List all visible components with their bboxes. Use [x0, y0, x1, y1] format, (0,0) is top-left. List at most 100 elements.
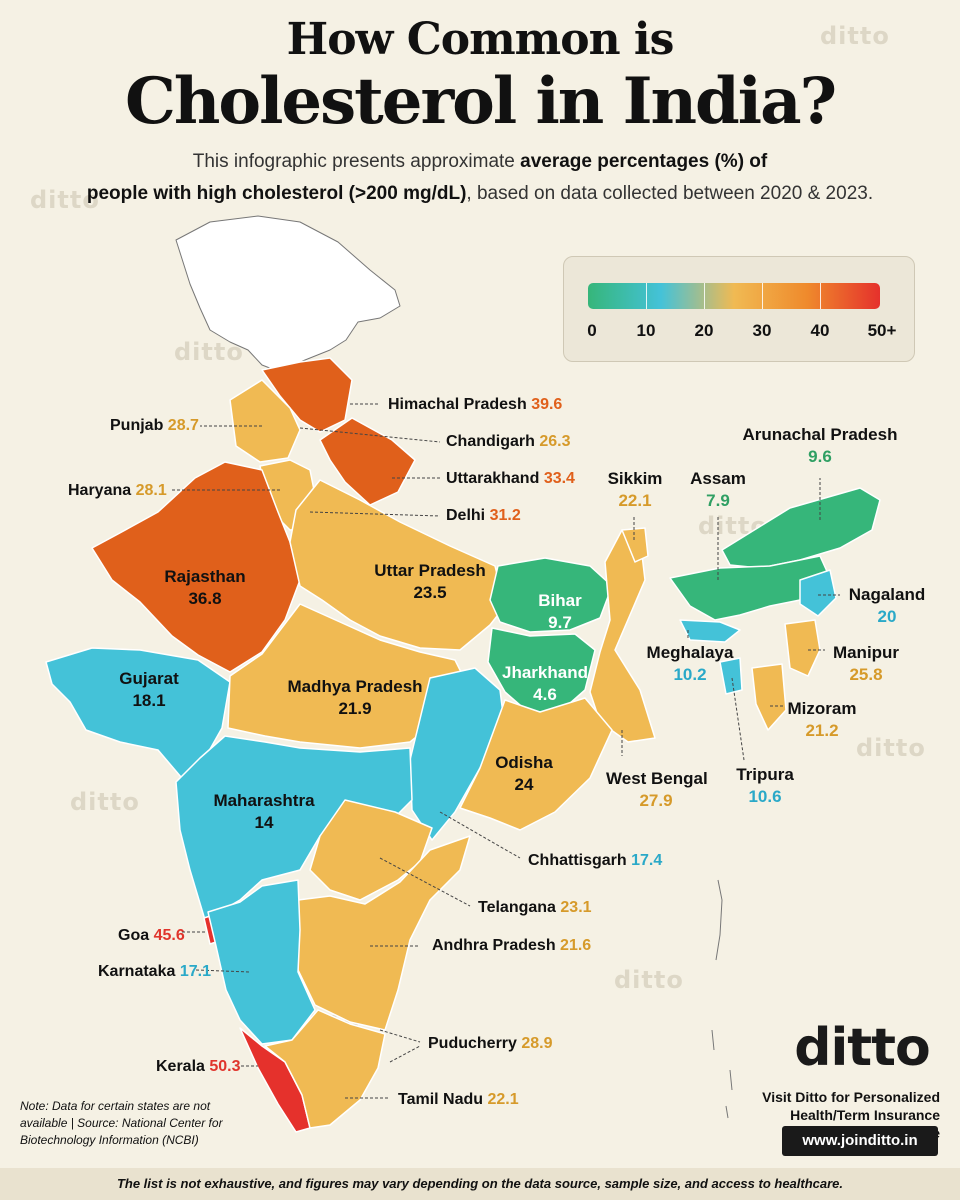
- region-odisha: [459, 697, 613, 831]
- state-name: Gujarat: [119, 669, 179, 688]
- label-uttar-pradesh: Uttar Pradesh 23.5: [360, 560, 500, 604]
- subtitle-post: , based on data collected between 2020 &…: [466, 183, 874, 204]
- label-karnataka: Karnataka 17.1: [98, 962, 211, 982]
- state-name: Nagaland: [848, 585, 926, 604]
- leader-chhattisgarh: [439, 811, 521, 859]
- region-nagaland: [799, 569, 837, 617]
- state-value: 9.7: [548, 613, 572, 632]
- legend-gradient: [588, 283, 880, 309]
- state-value: 7.9: [706, 491, 730, 510]
- state-name: West Bengal: [606, 769, 708, 788]
- state-name: Uttarakhand: [446, 470, 540, 487]
- legend-tick-label: 10: [636, 321, 656, 340]
- state-value: 17.4: [631, 852, 663, 869]
- label-mizoram: Mizoram 21.2: [786, 698, 858, 742]
- region-west-bengal: [589, 529, 656, 743]
- source-note: Note: Data for certain states are not av…: [20, 1099, 223, 1147]
- label-puducherry: Puducherry 28.9: [428, 1034, 553, 1054]
- region-punjab: [229, 379, 301, 463]
- state-name: Puducherry: [428, 1035, 517, 1052]
- label-delhi: Delhi 31.2: [446, 506, 521, 526]
- state-value: 23.1: [560, 899, 592, 916]
- region-tripura: [719, 657, 743, 695]
- legend-tick-label: 50+: [867, 321, 897, 340]
- state-value: 10.2: [673, 665, 707, 684]
- state-name: Karnataka: [98, 963, 176, 980]
- region-jammu-kashmir: [175, 215, 401, 373]
- region-sikkim: [621, 527, 649, 563]
- label-tamil-nadu: Tamil Nadu 22.1: [398, 1090, 519, 1110]
- ditto-logo: ditto: [794, 1018, 931, 1078]
- state-name: Arunachal Pradesh: [742, 425, 898, 444]
- watermark: ditto: [856, 734, 926, 762]
- color-legend: 0 10 20 30 40 50+: [563, 256, 915, 362]
- state-name: Himachal Pradesh: [388, 396, 527, 413]
- leader-puducherry: [379, 1029, 421, 1063]
- legend-divider: [704, 283, 705, 309]
- leader-karnataka: [195, 969, 251, 973]
- label-tripura: Tripura 10.6: [730, 764, 800, 808]
- region-bihar: [489, 557, 613, 633]
- watermark: ditto: [614, 966, 684, 994]
- region-andaman-islands: [711, 879, 733, 1119]
- state-value: 20: [877, 607, 897, 626]
- label-chhattisgarh: Chhattisgarh 17.4: [528, 851, 662, 871]
- legend-divider: [820, 283, 821, 309]
- state-value: 21.6: [560, 937, 592, 954]
- state-value: 27.9: [639, 791, 673, 810]
- region-uttarakhand: [319, 417, 416, 506]
- state-value: 36.8: [188, 589, 222, 608]
- state-name: Kerala: [156, 1058, 205, 1075]
- legend-tick-label: 20: [694, 321, 714, 340]
- label-andhra-pradesh: Andhra Pradesh 21.6: [432, 936, 591, 956]
- state-value: 18.1: [132, 691, 166, 710]
- state-value: 23.5: [413, 583, 447, 602]
- label-meghalaya: Meghalaya 10.2: [640, 642, 740, 686]
- state-name: Rajasthan: [164, 567, 246, 586]
- state-name: Assam: [690, 469, 746, 488]
- label-west-bengal: West Bengal 27.9: [606, 768, 708, 812]
- state-value: 22.1: [487, 1091, 519, 1108]
- state-value: 22.1: [618, 491, 652, 510]
- subtitle-bold-2: people with high cholesterol (>200 mg/dL…: [86, 183, 467, 204]
- legend-divider: [646, 283, 647, 309]
- region-meghalaya: [679, 619, 741, 643]
- label-goa: Goa 45.6: [118, 926, 185, 946]
- region-andhra-pradesh: [297, 835, 471, 1031]
- state-name: Telangana: [478, 899, 556, 916]
- state-value: 33.4: [543, 470, 575, 487]
- region-manipur: [784, 619, 821, 677]
- state-name: Tamil Nadu: [398, 1091, 484, 1108]
- title-line-1: How Common is: [286, 14, 675, 65]
- label-maharashtra: Maharashtra 14: [204, 790, 324, 834]
- state-name: Sikkim: [607, 469, 663, 488]
- legend-divider: [762, 283, 763, 309]
- region-mizoram: [751, 663, 787, 731]
- leader-telangana: [379, 857, 471, 907]
- subtitle-pre: This infographic presents approximate: [192, 151, 521, 172]
- region-uttar-pradesh: [289, 479, 506, 651]
- state-value: 31.2: [489, 507, 521, 524]
- state-value: 24: [514, 775, 534, 794]
- state-value: 21.2: [805, 721, 839, 740]
- state-name: Goa: [118, 927, 150, 944]
- region-jharkhand: [487, 627, 596, 713]
- state-name: Meghalaya: [646, 643, 734, 662]
- website-link[interactable]: www.joinditto.in: [782, 1126, 938, 1156]
- watermark: ditto: [30, 186, 100, 214]
- state-value: 9.6: [808, 447, 832, 466]
- state-value: 28.1: [135, 482, 167, 499]
- subtitle: This infographic presents approximate av…: [80, 146, 880, 210]
- legend-tick-label: 30: [752, 321, 772, 340]
- footer-disclaimer: The list is not exhaustive, and figures …: [0, 1168, 960, 1200]
- label-odisha: Odisha 24: [484, 752, 564, 796]
- state-name: Tripura: [736, 765, 794, 784]
- state-value: 21.9: [338, 699, 372, 718]
- label-nagaland: Nagaland 20: [842, 584, 932, 628]
- state-name: Chhattisgarh: [528, 852, 627, 869]
- state-name: Haryana: [68, 482, 132, 499]
- legend-tick-label: 0: [587, 321, 597, 340]
- brand-tagline-line-1: Visit Ditto for Personalized: [762, 1089, 940, 1105]
- state-value: 50.3: [209, 1058, 241, 1075]
